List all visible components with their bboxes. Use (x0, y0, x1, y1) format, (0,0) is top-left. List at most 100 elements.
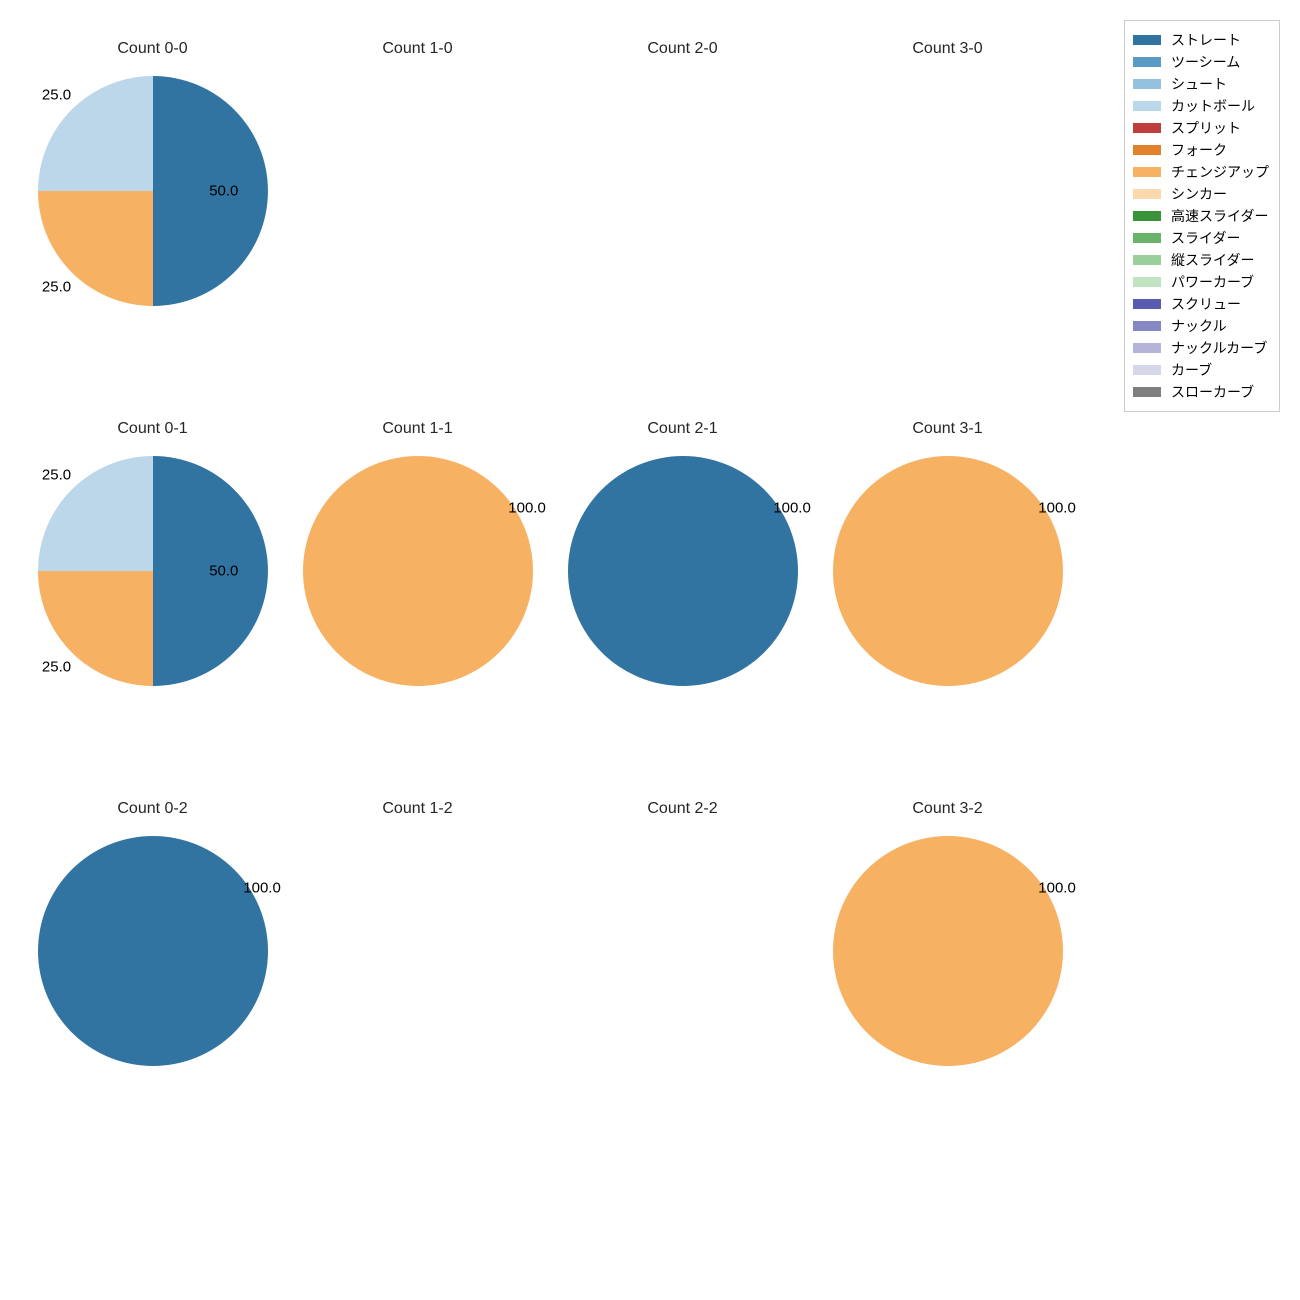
slice-label: 25.0 (42, 87, 71, 104)
legend-swatch (1133, 211, 1161, 221)
legend-item: ツーシーム (1133, 51, 1269, 73)
legend-item: ナックル (1133, 315, 1269, 337)
pie-chart: 100.0 (833, 456, 1063, 686)
chart-cell: Count 2-0 (550, 40, 815, 306)
chart-cell: Count 3-2 100.0 (815, 800, 1080, 1066)
legend-swatch (1133, 145, 1161, 155)
legend-item: ナックルカーブ (1133, 337, 1269, 359)
legend-swatch (1133, 123, 1161, 133)
pie-chart (303, 76, 533, 306)
legend-swatch (1133, 101, 1161, 111)
legend-swatch (1133, 365, 1161, 375)
chart-title: Count 2-2 (550, 800, 815, 818)
legend-label: スライダー (1171, 228, 1240, 248)
legend-label: パワーカーブ (1171, 272, 1254, 292)
legend-item: スクリュー (1133, 293, 1269, 315)
legend-label: スプリット (1171, 118, 1241, 138)
legend-item: ストレート (1133, 29, 1269, 51)
legend-label: フォーク (1171, 140, 1227, 160)
pie-slice (303, 456, 533, 686)
pie-chart: 50.0 25.0 25.0 (38, 76, 268, 306)
chart-title: Count 1-0 (285, 40, 550, 58)
legend-label: カットボール (1171, 96, 1255, 116)
slice-label: 50.0 (209, 563, 238, 580)
chart-cell: Count 0-2 100.0 (20, 800, 285, 1066)
slice-label: 100.0 (508, 499, 546, 516)
legend-swatch (1133, 233, 1161, 243)
legend-label: シュート (1171, 74, 1227, 94)
legend-swatch (1133, 277, 1161, 287)
chart-title: Count 3-2 (815, 800, 1080, 818)
legend-label: ナックル (1171, 316, 1227, 336)
chart-cell: Count 3-1 100.0 (815, 420, 1080, 686)
pie-slice (38, 836, 268, 1066)
legend-item: パワーカーブ (1133, 271, 1269, 293)
slice-label: 100.0 (1038, 499, 1076, 516)
legend-label: スローカーブ (1171, 382, 1254, 402)
chart-cell: Count 1-2 (285, 800, 550, 1066)
chart-title: Count 3-1 (815, 420, 1080, 438)
legend-label: 縦スライダー (1171, 250, 1254, 270)
legend-swatch (1133, 387, 1161, 397)
pie-chart: 100.0 (833, 836, 1063, 1066)
legend-item: スライダー (1133, 227, 1269, 249)
legend-label: カーブ (1171, 360, 1212, 380)
chart-cell: Count 2-1100.0 (550, 420, 815, 686)
legend-swatch (1133, 35, 1161, 45)
pie-chart: 100.0 (303, 456, 533, 686)
chart-title: Count 3-0 (815, 40, 1080, 58)
legend-item: シュート (1133, 73, 1269, 95)
slice-label: 50.0 (209, 183, 238, 200)
pie-slice (833, 456, 1063, 686)
legend-swatch (1133, 321, 1161, 331)
legend: ストレートツーシームシュートカットボールスプリットフォークチェンジアップシンカー… (1124, 20, 1280, 412)
chart-cell: Count 2-2 (550, 800, 815, 1066)
pie-slice (833, 836, 1063, 1066)
legend-swatch (1133, 79, 1161, 89)
slice-label: 25.0 (42, 278, 71, 295)
legend-item: スローカーブ (1133, 381, 1269, 403)
pie-chart: 50.0 25.0 25.0 (38, 456, 268, 686)
legend-item: スプリット (1133, 117, 1269, 139)
legend-item: カットボール (1133, 95, 1269, 117)
legend-swatch (1133, 189, 1161, 199)
legend-item: カーブ (1133, 359, 1269, 381)
legend-item: 縦スライダー (1133, 249, 1269, 271)
chart-title: Count 2-0 (550, 40, 815, 58)
legend-label: シンカー (1171, 184, 1227, 204)
legend-swatch (1133, 57, 1161, 67)
chart-title: Count 0-2 (20, 800, 285, 818)
chart-title: Count 0-0 (20, 40, 285, 58)
slice-label: 100.0 (1038, 879, 1076, 896)
legend-swatch (1133, 343, 1161, 353)
legend-item: 高速スライダー (1133, 205, 1269, 227)
pie-chart: 100.0 (38, 836, 268, 1066)
legend-label: ツーシーム (1171, 52, 1240, 72)
legend-swatch (1133, 167, 1161, 177)
pie-chart (303, 836, 533, 1066)
legend-label: ナックルカーブ (1171, 338, 1267, 358)
chart-title: Count 0-1 (20, 420, 285, 438)
pie-chart (568, 836, 798, 1066)
slice-label: 25.0 (42, 658, 71, 675)
legend-label: ストレート (1171, 30, 1241, 50)
pie-slice (568, 456, 798, 686)
slice-label: 100.0 (243, 879, 281, 896)
slice-label: 25.0 (42, 467, 71, 484)
chart-cell: Count 1-1 100.0 (285, 420, 550, 686)
legend-item: フォーク (1133, 139, 1269, 161)
legend-swatch (1133, 255, 1161, 265)
pie-chart (568, 76, 798, 306)
legend-swatch (1133, 299, 1161, 309)
chart-cell: Count 0-0 50.0 25.0 25.0 (20, 40, 285, 306)
legend-item: シンカー (1133, 183, 1269, 205)
chart-title: Count 1-2 (285, 800, 550, 818)
chart-title: Count 1-1 (285, 420, 550, 438)
chart-cell: Count 0-1 50.0 25.0 25.0 (20, 420, 285, 686)
chart-cell: Count 3-0 (815, 40, 1080, 306)
chart-cell: Count 1-0 (285, 40, 550, 306)
pie-chart (833, 76, 1063, 306)
legend-label: スクリュー (1171, 294, 1241, 314)
legend-label: チェンジアップ (1171, 162, 1269, 182)
chart-title: Count 2-1 (550, 420, 815, 438)
